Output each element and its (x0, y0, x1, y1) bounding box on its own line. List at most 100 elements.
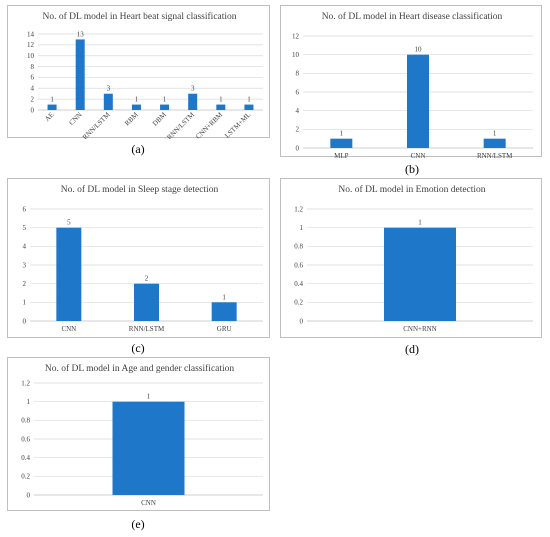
data-label: 1 (222, 293, 226, 301)
chart-title: No. of DL model in Age and gender classi… (45, 363, 235, 374)
x-tick-label: CNN+RNN (403, 325, 437, 333)
bar-rnn-lstm (483, 138, 506, 148)
y-tick-label: 0 (27, 491, 31, 499)
data-label: 2 (145, 275, 149, 283)
y-tick-label: 2 (23, 280, 27, 288)
y-tick-label: 1 (27, 398, 31, 406)
y-tick-label: 0.2 (294, 299, 303, 307)
x-tick-label: LSTM+ML (223, 111, 252, 139)
y-tick-label: 6 (296, 88, 300, 96)
data-label: 3 (107, 85, 111, 93)
y-tick-label: 0.8 (21, 417, 30, 425)
chart-panel-emotion: No. of DL model in Emotion detection 0 0.2… (280, 178, 542, 338)
y-tick-label: 6 (31, 74, 35, 82)
y-tick-label: 0.8 (294, 243, 303, 251)
x-tick-label: CNN+RBM (194, 110, 224, 139)
bar-cnn (75, 39, 85, 110)
bar-cnn (112, 401, 185, 495)
x-tick-label: CNN (67, 111, 83, 127)
chart-title: No. of DL model in Heart beat signal cla… (42, 11, 236, 22)
chart-panel-sleep-stage: No. of DL model in Sleep stage detection… (7, 178, 270, 338)
x-tick-label: CNN (61, 325, 76, 333)
x-tick-label: RNN/LSTM (477, 152, 513, 158)
y-tick-label: 0.4 (21, 454, 30, 462)
bar-lstm-ml (244, 104, 254, 110)
data-label: 1 (147, 393, 151, 401)
bar-gru (211, 302, 237, 321)
data-label: 1 (135, 96, 139, 104)
y-tick-label: 1 (23, 299, 27, 307)
y-tick-label: 8 (296, 70, 300, 78)
y-tick-label: 0 (296, 144, 300, 152)
data-label: 1 (219, 96, 223, 104)
y-tick-label: 3 (23, 261, 27, 269)
y-tick-label: 4 (31, 85, 35, 93)
chart-title: No. of DL model in Heart disease classif… (322, 11, 503, 22)
subfigure-label-d: (d) (405, 342, 419, 356)
bar-cnn (56, 227, 82, 321)
y-tick-label: 10 (292, 51, 300, 59)
chart-sleep-stage-svg: No. of DL model in Sleep stage detection… (23, 184, 263, 333)
data-label: 1 (340, 130, 344, 138)
y-tick-label: 0.6 (294, 261, 303, 269)
chart-emotion-svg: No. of DL model in Emotion detection 0 0.2… (294, 184, 533, 333)
chart-age-gender-svg: No. of DL model in Age and gender classi… (21, 363, 263, 507)
data-label: 1 (247, 96, 251, 104)
bar-cnn (407, 54, 429, 148)
y-tick-label: 0.6 (21, 435, 30, 443)
chart-panel-heart-beat: No. of DL model in Heart beat signal cla… (7, 5, 270, 139)
data-label: 1 (418, 219, 422, 227)
subfigure-label-b: (b) (405, 162, 419, 176)
y-tick-label: 12 (292, 32, 300, 40)
chart-title: No. of DL model in Emotion detection (338, 184, 485, 195)
data-label: 13 (77, 30, 85, 38)
y-tick-label: 4 (23, 243, 27, 251)
x-tick-label: RNN/LSTM (129, 325, 165, 333)
bar-rnn-lstm (103, 93, 113, 110)
y-tick-label: 1.2 (294, 205, 303, 213)
x-tick-label: CNN (411, 152, 426, 158)
data-label: 1 (163, 96, 167, 104)
x-tick-label: RBM (123, 110, 140, 127)
y-tick-label: 2 (296, 126, 300, 134)
y-tick-label: 2 (31, 95, 35, 103)
y-tick-label: 5 (23, 224, 27, 232)
y-tick-label: 0.2 (21, 473, 30, 481)
data-label: 3 (191, 85, 195, 93)
bar-cnn-rnn (384, 227, 456, 321)
bar-mlp (330, 138, 353, 148)
y-tick-label: 0 (31, 106, 35, 114)
x-tick-label: GRU (217, 325, 232, 333)
y-tick-label: 0 (300, 317, 304, 325)
y-tick-label: 0.4 (294, 280, 303, 288)
y-tick-label: 8 (31, 63, 35, 71)
y-tick-label: 4 (296, 107, 300, 115)
y-tick-label: 10 (27, 52, 35, 60)
y-tick-label: 6 (23, 205, 27, 213)
data-label: 10 (415, 46, 423, 54)
x-tick-label: CNN (141, 499, 156, 507)
bar-cnn-rnn-lstm (188, 93, 198, 110)
subfigure-label-c: (c) (131, 341, 145, 355)
data-label: 1 (50, 96, 54, 104)
chart-panel-age-gender: No. of DL model in Age and gender classi… (7, 357, 270, 511)
subfigure-label-a: (a) (131, 142, 145, 156)
bar-ae (47, 104, 57, 110)
y-tick-label: 1.2 (21, 379, 30, 387)
chart-panel-heart-disease: No. of DL model in Heart disease classif… (280, 5, 542, 158)
y-tick-label: 1 (300, 224, 304, 232)
data-label: 1 (493, 130, 497, 138)
x-tick-label: DBM (151, 110, 168, 127)
data-label: 5 (67, 219, 71, 227)
chart-title: No. of DL model in Sleep stage detection (61, 184, 219, 195)
x-tick-label: RNN/LSTM (81, 110, 112, 139)
bar-rnn-lstm (134, 283, 159, 321)
bar-dbm (160, 104, 170, 110)
bar-rbm (131, 104, 141, 110)
x-tick-label: MLP (334, 152, 349, 158)
bar-cnn-rbm (216, 104, 226, 110)
x-tick-label: AE (43, 111, 55, 123)
chart-heart-disease-svg: No. of DL model in Heart disease classif… (292, 11, 533, 158)
y-tick-label: 14 (27, 30, 35, 38)
chart-heart-beat-svg: No. of DL model in Heart beat signal cla… (27, 11, 263, 139)
